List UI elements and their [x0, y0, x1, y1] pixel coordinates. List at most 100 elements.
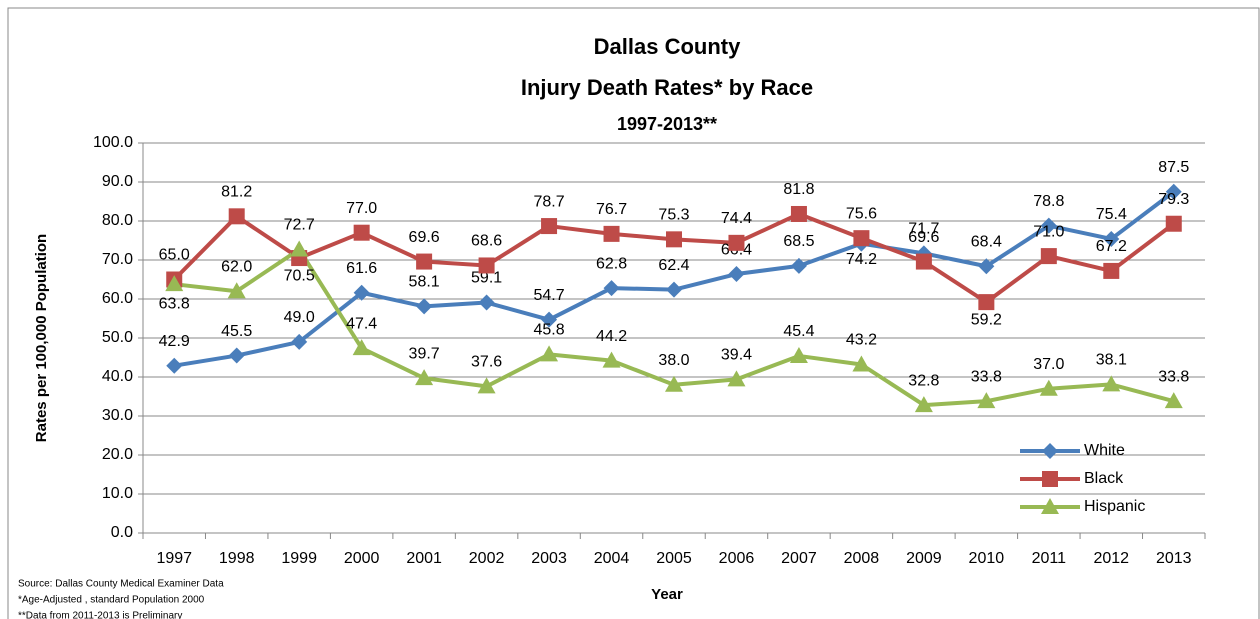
data-label: 71.7 — [908, 221, 939, 238]
data-label: 62.0 — [221, 258, 252, 275]
y-tick-label: 50.0 — [102, 329, 133, 346]
marker — [1165, 215, 1182, 232]
legend-marker — [1041, 498, 1059, 514]
marker — [228, 208, 245, 225]
marker — [1164, 392, 1183, 409]
data-label: 59.1 — [471, 270, 502, 287]
x-axis-label: Year — [651, 586, 683, 603]
marker — [915, 253, 932, 270]
marker — [353, 224, 370, 241]
x-tick-label: 2004 — [594, 550, 630, 567]
y-tick-label: 70.0 — [102, 251, 133, 268]
x-tick-label: 1999 — [281, 550, 317, 567]
data-label: 78.7 — [533, 193, 564, 210]
marker — [477, 377, 496, 394]
marker — [790, 205, 807, 222]
data-label: 59.2 — [971, 311, 1002, 328]
x-tick-label: 2005 — [656, 550, 692, 567]
x-tick-label: 2013 — [1156, 550, 1192, 567]
data-label: 58.1 — [409, 274, 440, 291]
marker — [227, 282, 246, 299]
marker — [602, 351, 621, 368]
data-label: 37.6 — [471, 354, 502, 371]
marker — [290, 240, 309, 257]
marker — [728, 234, 745, 251]
data-label: 61.6 — [346, 260, 377, 277]
data-label: 45.4 — [783, 323, 814, 340]
data-label: 38.0 — [658, 352, 689, 369]
marker — [1040, 248, 1057, 265]
marker — [540, 345, 559, 362]
data-label: 45.8 — [533, 322, 564, 339]
marker — [541, 311, 558, 328]
marker — [352, 339, 371, 356]
marker — [416, 298, 433, 315]
data-label: 68.4 — [971, 233, 1002, 250]
marker — [914, 396, 933, 413]
legend-label: Hispanic — [1084, 498, 1145, 515]
marker — [353, 284, 370, 301]
marker — [166, 357, 183, 374]
marker — [165, 275, 184, 292]
marker — [478, 294, 495, 311]
data-label: 74.2 — [846, 251, 877, 268]
x-tick-label: 2011 — [1032, 550, 1067, 567]
note: Source: Dallas County Medical Examiner D… — [18, 579, 224, 590]
data-label: 39.4 — [721, 347, 752, 364]
y-axis-label: Rates per 100,000 Population — [33, 234, 50, 442]
marker — [978, 258, 995, 275]
marker — [1102, 375, 1121, 392]
marker — [1103, 262, 1120, 279]
chart-title: Dallas County — [594, 34, 741, 59]
data-label: 32.8 — [908, 372, 939, 389]
data-label: 68.6 — [471, 233, 502, 250]
marker — [478, 257, 495, 274]
data-label: 37.0 — [1033, 356, 1064, 373]
marker — [852, 355, 871, 372]
data-label: 47.4 — [346, 315, 377, 332]
data-label: 62.8 — [596, 255, 627, 272]
y-tick-label: 30.0 — [102, 407, 133, 424]
x-tick-label: 2000 — [344, 550, 380, 567]
x-tick-label: 1997 — [156, 550, 192, 567]
marker — [603, 280, 620, 297]
data-label: 45.5 — [221, 323, 252, 340]
x-tick-label: 2009 — [906, 550, 942, 567]
y-tick-label: 90.0 — [102, 173, 133, 190]
data-label: 44.2 — [596, 328, 627, 345]
marker — [1165, 183, 1182, 200]
y-tick-label: 40.0 — [102, 368, 133, 385]
x-tick-label: 2001 — [406, 550, 442, 567]
data-label: 39.7 — [409, 345, 440, 362]
y-tick-label: 10.0 — [102, 485, 133, 502]
marker — [541, 218, 558, 235]
data-label: 75.3 — [658, 207, 689, 224]
data-label: 76.7 — [596, 201, 627, 218]
marker — [666, 281, 682, 298]
marker — [790, 257, 807, 274]
y-tick-label: 100.0 — [93, 134, 133, 151]
data-label: 74.4 — [721, 210, 752, 227]
chart-subtitle: 1997-2013** — [617, 114, 717, 134]
marker — [789, 346, 808, 363]
data-label: 81.8 — [783, 181, 814, 198]
data-label: 33.8 — [971, 368, 1002, 385]
chart-frame — [7, 7, 1260, 619]
marker — [1103, 230, 1120, 247]
x-tick-label: 2008 — [844, 550, 880, 567]
note: *Age-Adjusted , standard Population 2000 — [18, 595, 205, 606]
note: **Data from 2011-2013 is Preliminary — [18, 611, 182, 619]
legend-marker — [1042, 443, 1058, 459]
x-tick-label: 1998 — [219, 550, 255, 567]
chart-title: Injury Death Rates* by Race — [521, 75, 813, 100]
marker — [666, 231, 682, 248]
data-label: 79.3 — [1158, 191, 1189, 208]
x-tick-label: 2010 — [969, 550, 1005, 567]
data-label: 68.5 — [783, 233, 814, 250]
x-tick-label: 2007 — [781, 550, 817, 567]
data-label: 71.0 — [1033, 223, 1064, 240]
marker — [415, 369, 434, 386]
marker — [853, 230, 870, 247]
y-tick-label: 0.0 — [111, 524, 133, 541]
marker — [978, 294, 995, 311]
